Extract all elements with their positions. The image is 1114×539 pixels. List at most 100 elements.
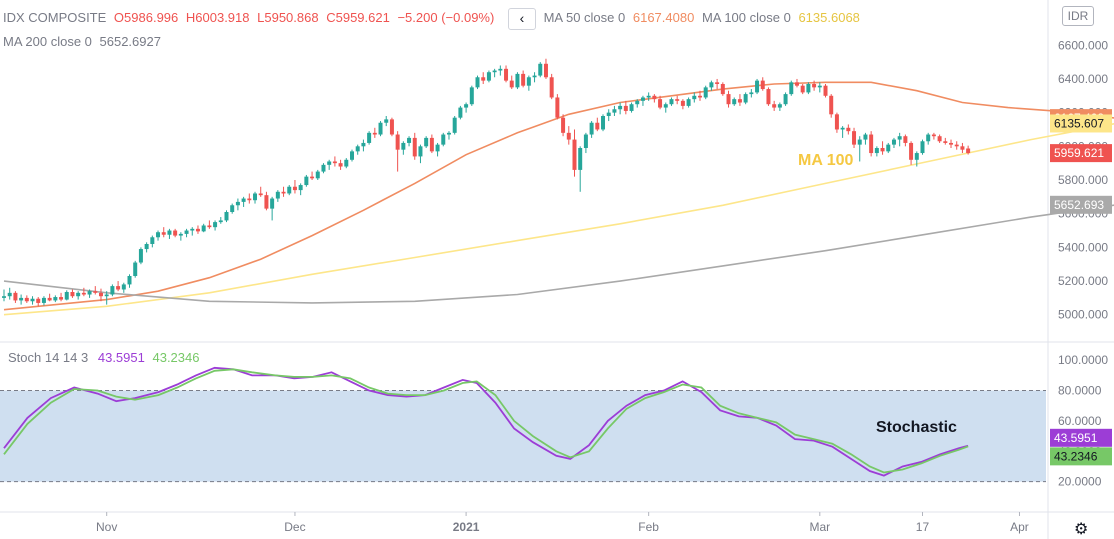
candle-body [486,72,491,81]
candle-body [13,292,18,301]
candle-body [389,119,394,135]
ma50-value: 6167.4080 [632,10,695,26]
stoch-tick-label: 80.0000 [1058,384,1102,398]
ma100-annotation: MA 100 [798,152,854,169]
candle-body [777,104,782,108]
candle-body [931,134,936,137]
candle-body [93,291,98,293]
candle-body [161,232,166,235]
candle-body [960,146,965,150]
candle-body [59,297,64,300]
candle-body [515,73,520,88]
time-tick-label: Nov [96,520,117,534]
candle-body [612,109,617,113]
stoch-line-d [3,368,969,474]
candle-body [800,85,805,93]
candle-body [498,68,503,71]
candle-body [663,104,668,108]
stoch-label-text: 43.2346 [1054,449,1098,463]
candle-body [230,205,235,212]
candle-body [583,134,588,148]
candle-body [766,89,771,105]
candle-body [464,104,469,108]
candle-body [121,284,126,290]
candle-body [720,84,725,95]
chart-header-row2: MA 200 close 0 5652.6927 [3,34,161,49]
currency-button[interactable]: IDR [1062,6,1094,26]
candle-body [110,286,115,295]
candle-body [355,146,360,152]
candle-body [452,117,457,133]
stoch-tick-label: 20.0000 [1058,475,1102,489]
candle-body [897,136,902,140]
stoch-header: Stoch 14 14 3 43.5951 43.2346 [8,350,199,365]
candle-body [834,114,839,130]
price-tick-label: 5400.000 [1058,240,1108,254]
candle-body [98,292,103,297]
candle-body [646,95,651,98]
candle-body [7,292,12,297]
candle-body [53,297,58,301]
candle-body [789,82,794,95]
close-value: C5959.621 [326,10,390,26]
candle-body [81,292,86,295]
candle-body [920,141,925,154]
candle-body [133,262,138,276]
price-label-text: 5959.621 [1054,146,1104,160]
candle-body [412,137,417,157]
candle-body [287,186,292,194]
price-label-box [1050,195,1112,214]
candle-body [618,105,623,110]
ma-line-ma100 [3,123,1114,316]
candle-body [675,99,680,101]
candle-body [737,99,742,103]
candle-body [909,142,914,160]
price-tick-label: 6600.000 [1058,38,1108,52]
candle-body [601,116,606,130]
ma50-label: MA 50 close 0 [543,10,626,26]
candle-body [566,132,571,140]
candle-body [595,122,600,130]
stoch-d-value: 43.2346 [152,350,200,365]
candle-body [218,220,223,223]
candle-body [526,77,531,86]
candle-body [315,171,320,179]
collapse-button[interactable]: ‹ [507,8,536,30]
candle-body [715,82,720,84]
candle-body [504,68,509,81]
price-tick-label: 6400.000 [1058,72,1108,86]
candle-body [840,127,845,130]
candle-body [401,142,406,150]
candle-body [47,297,52,301]
candle-body [407,137,412,143]
candle-body [640,97,645,101]
candle-body [817,85,822,88]
stoch-k-value: 43.5951 [97,350,145,365]
candle-body [492,70,497,73]
candle-body [264,195,269,209]
candle-body [846,127,851,132]
price-tick-label: 5000.000 [1058,308,1108,322]
candle-body [195,228,200,232]
candle-body [891,139,896,145]
candle-body [321,164,326,172]
ma-line-ma200 [3,204,1114,304]
candle-body [190,228,195,231]
time-tick-label: Apr [1010,520,1029,534]
candle-body [475,77,480,88]
candle-body [384,119,389,123]
stoch-label: Stoch 14 14 3 [8,350,89,365]
candle-body [327,161,332,165]
candle-body [532,75,537,78]
change-value: −5.200 (−0.09%) [397,10,495,26]
candle-body [36,298,41,303]
candle-body [372,132,377,135]
stoch-label-box [1050,447,1112,466]
candle-body [127,276,132,285]
candle-body [76,292,81,297]
candle-body [806,84,811,93]
candle-body [173,230,178,236]
settings-gear-icon[interactable]: ⚙ [1074,521,1089,538]
stoch-tick-label: 100.0000 [1058,353,1108,367]
